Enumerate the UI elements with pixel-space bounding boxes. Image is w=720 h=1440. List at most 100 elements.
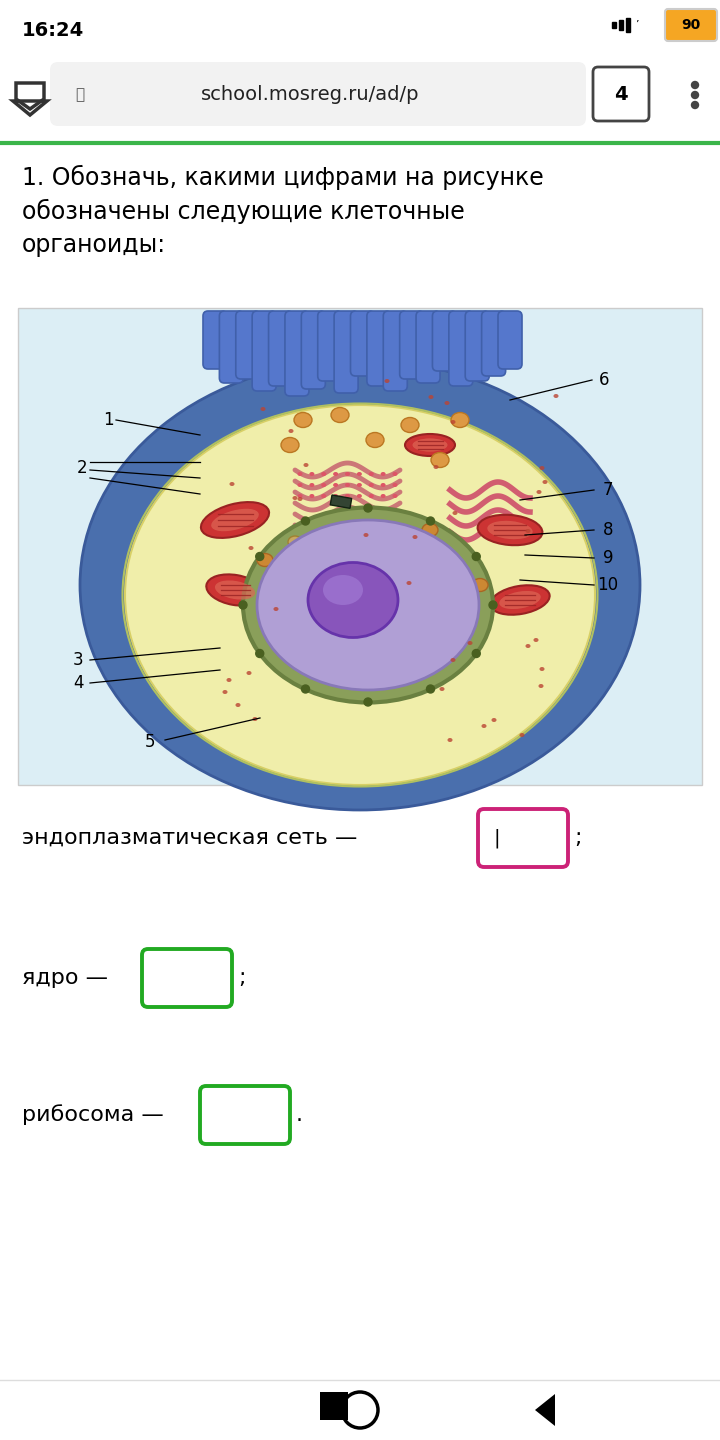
Ellipse shape [297,497,302,501]
Text: 3: 3 [73,651,84,670]
Ellipse shape [492,719,497,721]
Ellipse shape [333,472,338,477]
Ellipse shape [398,531,412,544]
Circle shape [691,92,698,98]
FancyBboxPatch shape [200,1086,290,1143]
Ellipse shape [345,482,350,487]
Text: ;: ; [238,968,246,988]
Ellipse shape [321,494,326,498]
Ellipse shape [520,733,524,737]
Bar [612,22,616,27]
Circle shape [302,517,310,526]
Polygon shape [535,1394,555,1426]
Ellipse shape [297,482,302,487]
Circle shape [364,504,372,513]
Text: 1. Обозначь, какими цифрами на рисунке
обозначены следующие клеточные
органоиды:: 1. Обозначь, какими цифрами на рисунке о… [22,166,544,256]
Ellipse shape [369,494,374,498]
Ellipse shape [300,546,400,560]
Ellipse shape [300,533,400,547]
Circle shape [472,649,480,658]
Ellipse shape [487,521,533,539]
Ellipse shape [253,717,258,721]
FancyBboxPatch shape [498,311,522,369]
Ellipse shape [448,737,452,742]
Ellipse shape [333,482,338,487]
Text: 90: 90 [681,17,701,32]
Ellipse shape [308,563,398,638]
Ellipse shape [281,438,299,452]
FancyBboxPatch shape [593,68,649,121]
Circle shape [489,600,497,609]
Ellipse shape [536,490,541,494]
Ellipse shape [261,408,266,410]
Circle shape [302,685,310,693]
FancyBboxPatch shape [367,311,391,386]
Ellipse shape [125,405,595,785]
Text: 🔒: 🔒 [76,88,84,102]
Ellipse shape [451,412,469,428]
Ellipse shape [285,552,299,563]
Ellipse shape [227,678,232,683]
Ellipse shape [451,658,456,662]
Ellipse shape [310,494,315,498]
Ellipse shape [472,579,488,592]
FancyBboxPatch shape [142,949,232,1007]
Ellipse shape [467,641,472,645]
Circle shape [256,553,264,560]
Ellipse shape [369,482,374,487]
FancyBboxPatch shape [449,311,473,386]
FancyBboxPatch shape [416,311,440,383]
Ellipse shape [230,482,235,487]
Text: 8: 8 [603,521,613,539]
Ellipse shape [310,482,315,487]
FancyBboxPatch shape [50,62,586,125]
Ellipse shape [526,644,531,648]
Ellipse shape [452,511,457,516]
FancyBboxPatch shape [334,311,358,393]
Ellipse shape [392,494,397,498]
Ellipse shape [292,495,297,500]
Ellipse shape [257,520,479,690]
Circle shape [239,600,247,609]
Ellipse shape [211,508,258,531]
Bar [619,20,623,30]
Text: рибосома —: рибосома — [22,1104,163,1126]
Ellipse shape [413,438,448,452]
FancyBboxPatch shape [302,311,325,389]
Text: 4: 4 [614,85,628,105]
Text: эндоплазматическая сеть —: эндоплазматическая сеть — [22,828,357,848]
Text: ’: ’ [635,20,639,30]
FancyBboxPatch shape [433,311,456,372]
Text: 2: 2 [77,459,87,477]
Ellipse shape [333,494,338,498]
Text: 16:24: 16:24 [22,20,84,39]
Bar [626,17,630,32]
Text: 10: 10 [598,576,618,593]
Ellipse shape [357,494,362,498]
FancyBboxPatch shape [400,311,423,379]
Ellipse shape [403,546,417,557]
Ellipse shape [304,464,308,467]
FancyBboxPatch shape [285,311,309,396]
Text: .: . [296,1104,303,1125]
Ellipse shape [366,432,384,448]
Ellipse shape [80,360,640,809]
Ellipse shape [407,580,412,585]
Ellipse shape [248,546,253,550]
Ellipse shape [201,503,269,539]
Text: 7: 7 [603,481,613,500]
Ellipse shape [310,472,315,477]
Ellipse shape [526,528,531,533]
Ellipse shape [288,536,302,549]
Ellipse shape [400,559,414,572]
Ellipse shape [554,395,559,397]
Ellipse shape [321,472,326,477]
Ellipse shape [539,684,544,688]
Ellipse shape [345,494,350,498]
Ellipse shape [392,482,397,487]
Ellipse shape [444,400,449,405]
FancyBboxPatch shape [203,311,227,369]
Ellipse shape [534,638,539,642]
Ellipse shape [451,420,456,423]
FancyBboxPatch shape [252,311,276,392]
